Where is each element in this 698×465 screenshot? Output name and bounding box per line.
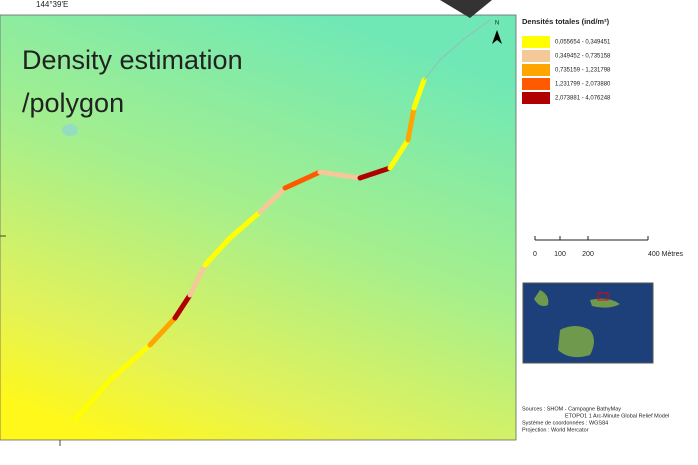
source-line: Sources : SHOM - Campagne BathyMay — [522, 406, 621, 412]
source-line: Système de coordonnées : WGS84 — [522, 420, 608, 426]
coordinate-label: 144°39'E — [36, 0, 68, 9]
legend-title: Densités totales (ind/m²) — [522, 17, 610, 26]
scale-label: 200 — [582, 251, 594, 258]
overlay-title: /polygon — [22, 88, 124, 118]
legend-swatch — [522, 36, 550, 48]
legend-swatch — [522, 78, 550, 90]
legend-label: 1,231799 - 2,073880 — [555, 82, 611, 88]
legend-swatch — [522, 64, 550, 76]
scale-label: 100 — [554, 251, 566, 258]
legend-swatch — [522, 50, 550, 62]
map-page: 144°39'E Density estimation /polygon N D… — [0, 0, 698, 465]
legend-label: 0,349452 - 0,735158 — [555, 54, 611, 60]
north-label: N — [495, 21, 499, 27]
overlay-title: Density estimation — [22, 45, 243, 75]
scale-label: 0 — [533, 251, 537, 258]
scale-label: 400 Mètres — [648, 251, 684, 258]
shallow-patch — [62, 124, 78, 136]
legend-label: 0,735159 - 1,231798 — [555, 68, 611, 74]
map-frame — [0, 15, 516, 440]
legend-label: 2,073881 - 4,076248 — [555, 96, 611, 102]
legend-swatch — [522, 92, 550, 104]
legend-label: 0,055654 - 0,349451 — [555, 40, 611, 46]
source-line: ETOPO1 1 Arc-Minute Global Relief Model — [565, 413, 669, 419]
source-line: Projection : World Mercator — [522, 427, 589, 433]
